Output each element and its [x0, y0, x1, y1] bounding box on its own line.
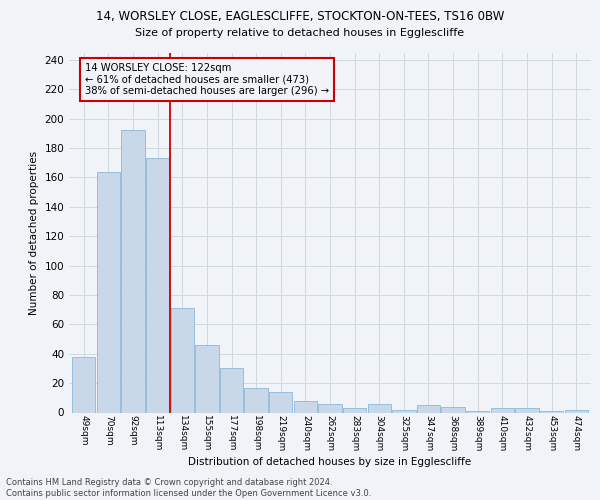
Bar [368, 404, 391, 412]
Bar [293, 400, 317, 412]
Bar [121, 130, 145, 412]
Bar [565, 410, 588, 412]
Bar [146, 158, 169, 412]
X-axis label: Distribution of detached houses by size in Egglescliffe: Distribution of detached houses by size … [188, 457, 472, 467]
Bar [170, 308, 194, 412]
Text: 14 WORSLEY CLOSE: 122sqm
← 61% of detached houses are smaller (473)
38% of semi-: 14 WORSLEY CLOSE: 122sqm ← 61% of detach… [85, 63, 329, 96]
Bar [442, 406, 465, 412]
Bar [269, 392, 292, 412]
Bar [319, 404, 341, 412]
Bar [343, 408, 367, 412]
Bar [220, 368, 243, 412]
Bar [392, 410, 416, 412]
Bar [195, 345, 218, 412]
Bar [466, 411, 490, 412]
Bar [491, 408, 514, 412]
Bar [72, 356, 95, 412]
Bar [97, 172, 120, 412]
Text: 14, WORSLEY CLOSE, EAGLESCLIFFE, STOCKTON-ON-TEES, TS16 0BW: 14, WORSLEY CLOSE, EAGLESCLIFFE, STOCKTO… [96, 10, 504, 23]
Bar [417, 405, 440, 412]
Bar [515, 408, 539, 412]
Text: Size of property relative to detached houses in Egglescliffe: Size of property relative to detached ho… [136, 28, 464, 38]
Text: Contains HM Land Registry data © Crown copyright and database right 2024.
Contai: Contains HM Land Registry data © Crown c… [6, 478, 371, 498]
Bar [244, 388, 268, 412]
Bar [540, 411, 563, 412]
Y-axis label: Number of detached properties: Number of detached properties [29, 150, 39, 314]
